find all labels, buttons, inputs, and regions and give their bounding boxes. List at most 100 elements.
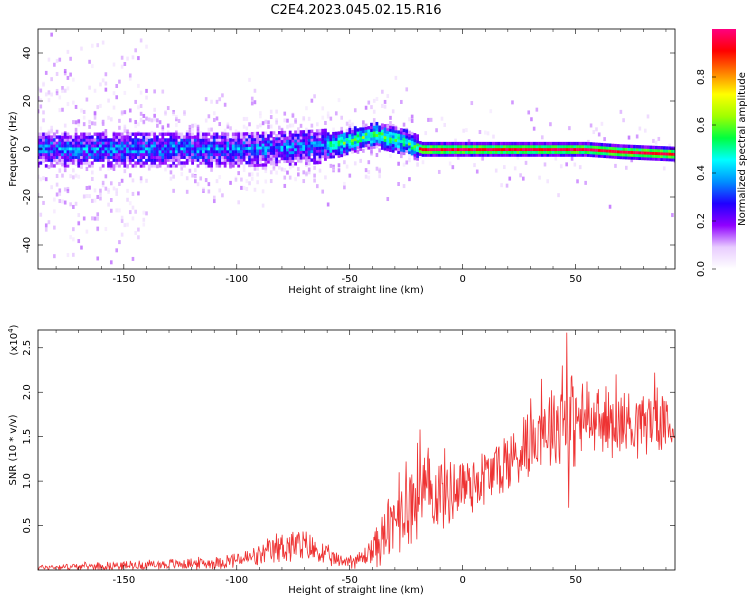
spectrogram-cell — [150, 144, 154, 148]
spectrogram-cell — [223, 102, 227, 107]
spectrogram-cell — [543, 162, 547, 167]
spectrogram-cell — [454, 138, 457, 143]
spectrogram-cell — [153, 132, 157, 136]
spectrogram-cell — [399, 139, 403, 144]
spectrogram-cell — [128, 73, 132, 78]
spectrogram-cell — [104, 138, 108, 142]
spectrogram-cell — [302, 170, 306, 175]
spectrogram-cell — [324, 140, 327, 144]
spectrogram-cell — [50, 32, 53, 37]
spectrogram-cell — [630, 158, 634, 163]
spectrogram-cell — [136, 144, 140, 148]
spectrogram-cell — [44, 223, 48, 228]
spectrogram-cell — [603, 143, 607, 147]
spectrogram-cell — [158, 149, 162, 154]
spectrogram-cell — [210, 99, 213, 104]
spectrogram-cell — [380, 123, 384, 127]
spectrogram-cell — [161, 125, 165, 130]
spectrogram-cell — [139, 155, 143, 159]
spectrogram-cell — [592, 130, 596, 135]
spectrogram-cell — [576, 179, 579, 184]
spectrogram-cell — [156, 123, 159, 128]
spectrogram-cell — [196, 132, 200, 136]
spectrogram-cell — [264, 154, 268, 158]
spectrogram-cell — [280, 133, 284, 138]
spectrogram-cell — [66, 152, 70, 157]
spectrogram-cell — [234, 152, 238, 157]
spectrogram-cell — [188, 124, 192, 129]
spectrogram-cell — [427, 141, 430, 146]
spectrogram-cell — [120, 232, 124, 237]
spectrogram-cell — [307, 144, 311, 148]
spectrogram-cell — [500, 150, 504, 154]
spectrogram-cell — [448, 141, 452, 146]
spectrogram-cell — [212, 195, 216, 200]
spectrogram-cell — [665, 154, 669, 159]
spectrogram-cell — [521, 153, 525, 157]
spectrogram-cell — [74, 127, 78, 132]
spectrogram-cell — [239, 146, 243, 151]
spectrogram-cell — [120, 161, 124, 165]
spectrogram-cell — [603, 146, 607, 150]
spectrogram-cell — [592, 153, 596, 158]
spectrogram-cell — [343, 160, 346, 165]
spectrogram-cell — [283, 130, 287, 135]
spectrogram-cell — [202, 161, 205, 165]
spectrogram-cell — [456, 144, 460, 149]
spectrogram-cell — [668, 146, 672, 150]
spectrogram-cell — [269, 131, 273, 135]
spectrogram-cell — [164, 144, 167, 148]
spectrogram-cell — [364, 135, 368, 139]
spectrogram-cell — [242, 164, 246, 169]
spectrogram-cell — [137, 227, 140, 232]
spectrogram-cell — [367, 143, 371, 147]
spectrogram-cell — [264, 169, 268, 174]
spectrogram-cell — [313, 165, 316, 170]
spectrogram-cell — [307, 158, 311, 162]
spectrogram-cell — [400, 99, 403, 104]
spectrogram-cell — [63, 146, 67, 151]
spectrogram-cell — [253, 187, 257, 192]
spectrogram-cell — [161, 155, 165, 159]
spectrogram-cell — [332, 140, 335, 144]
spectrogram-cell — [150, 141, 154, 145]
spectrogram-cell — [123, 152, 127, 157]
spectrogram-cell — [305, 153, 308, 157]
spectrogram-cell — [345, 121, 349, 126]
spectrogram-cell — [188, 141, 192, 145]
spectrogram-cell — [440, 116, 444, 121]
spectrogram-cell — [402, 122, 406, 127]
spectrogram-cell — [318, 152, 322, 156]
spectrogram-cell — [334, 111, 338, 116]
spectrogram-cell — [259, 123, 262, 128]
spectrogram-cell — [605, 146, 609, 150]
spectrogram-cell — [405, 143, 409, 148]
spectrogram-cell — [305, 129, 308, 134]
spectrogram-cell — [221, 93, 224, 98]
spectrogram-cell — [459, 150, 463, 154]
spectrogram-cell — [207, 149, 211, 154]
spectrogram-cell — [185, 152, 189, 157]
spectrogram-cell — [199, 141, 203, 145]
spectrogram-cell — [180, 141, 184, 145]
spectrogram-cell — [172, 111, 175, 116]
spectrogram-cell — [134, 135, 138, 139]
spectrogram-cell — [275, 109, 278, 114]
spectrogram-cell — [578, 141, 582, 146]
spectrogram-cell — [375, 145, 379, 149]
spectrogram-cell — [492, 144, 495, 149]
spectrogram-cell — [484, 130, 487, 135]
spectrogram-cell — [210, 164, 213, 168]
spectrogram-cell — [511, 141, 514, 146]
spectrogram-cell — [288, 165, 292, 170]
spectrogram-cell — [101, 158, 105, 162]
spectrogram-cell — [91, 216, 94, 221]
spectrogram-cell — [239, 158, 243, 162]
spectrogram-cell — [413, 133, 417, 137]
spectrogram-cell — [307, 147, 311, 151]
spectrogram-cell — [329, 163, 333, 168]
spectrogram-cell — [93, 158, 97, 162]
spectrogram-cell — [245, 187, 249, 192]
spectrogram-cell — [239, 149, 243, 154]
